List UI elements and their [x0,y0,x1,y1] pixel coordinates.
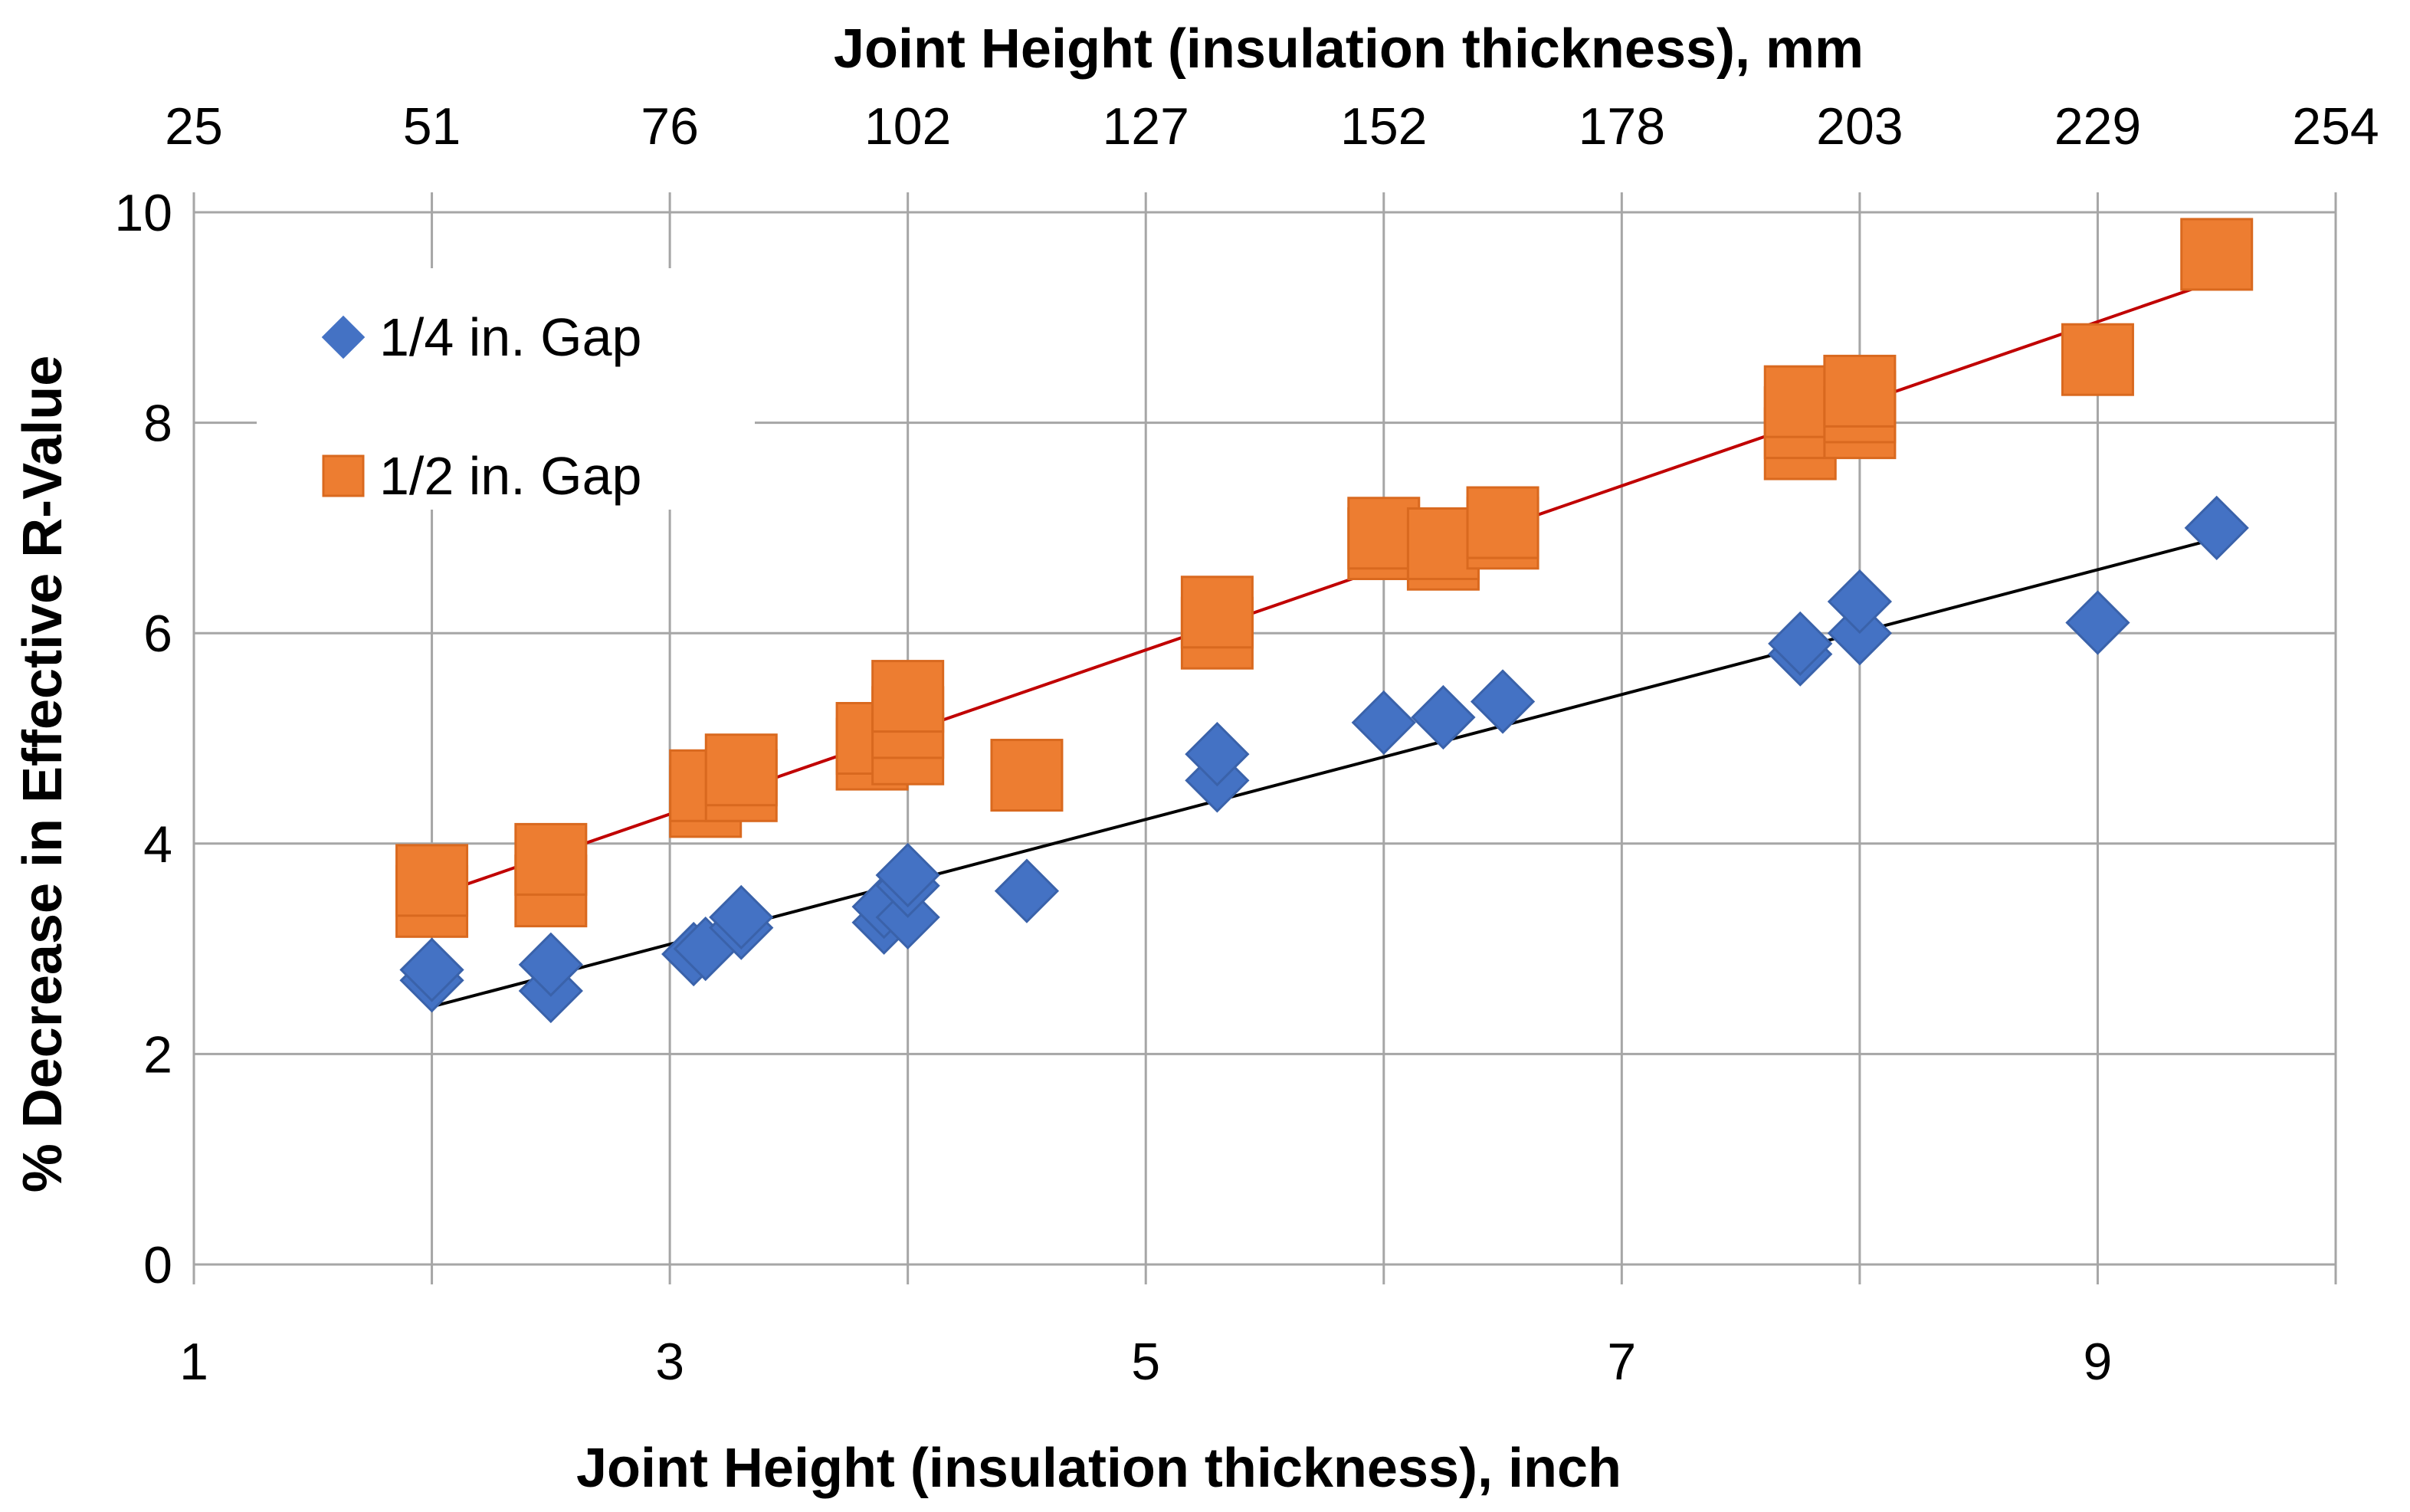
point-half-gap [704,733,778,807]
x2-axis-title: Joint Height (insulation thickness), mm [834,18,1864,80]
point-quarter-gap [875,842,940,908]
y-tick-label: 8 [143,395,172,453]
point-half-gap [990,739,1064,812]
legend: 1/4 in. Gap 1/2 in. Gap [257,268,755,510]
point-half-gap [514,822,588,896]
point-quarter-gap [2065,590,2130,655]
point-quarter-gap [1411,684,1476,750]
y-tick-label: 6 [143,605,172,663]
y-tick-label: 0 [143,1236,172,1294]
x-tick-label: 7 [1607,1333,1636,1391]
x2-tick-label: 76 [641,97,699,156]
y-tick-label: 10 [114,184,172,242]
y-tick-label: 4 [143,815,172,874]
x2-tick-label: 178 [1579,97,1665,156]
point-quarter-gap [1827,569,1893,635]
point-quarter-gap [518,932,583,997]
x-tick-label: 5 [1131,1333,1160,1391]
point-quarter-gap [399,937,464,1002]
point-half-gap [1180,576,1254,649]
point-quarter-gap [1768,611,1833,677]
x2-tick-label: 25 [165,97,223,156]
point-quarter-gap [2184,495,2249,561]
x2-tick-label: 51 [403,97,461,156]
x2-tick-label: 127 [1102,97,1189,156]
point-half-gap [395,844,469,917]
x-tick-label: 1 [179,1333,208,1391]
axes: 0 2 4 6 8 10 25 51 76 102 127 152 178 203 229 254 1 3 5 7 9 [114,97,2379,1391]
y-axis-title: % Decrease in Effective R-Value [12,356,74,1193]
x-tick-label: 9 [2084,1333,2113,1391]
point-half-gap [1466,486,1539,559]
point-quarter-gap [1185,721,1250,787]
legend-label-half-gap: 1/2 in. Gap [379,446,641,506]
x2-tick-label: 203 [1816,97,1903,156]
x-axis-title: Joint Height (insulation thickness), inc… [576,1438,1621,1499]
point-quarter-gap [1351,690,1416,756]
y-tick-label: 2 [143,1025,172,1084]
point-half-gap [1823,354,1897,428]
point-half-gap [2061,323,2134,396]
point-half-gap [2180,218,2254,291]
x2-tick-label: 152 [1340,97,1427,156]
legend-label-quarter-gap: 1/4 in. Gap [379,307,641,367]
x2-tick-label: 229 [2054,97,2141,156]
legend-marker-half-gap [322,454,365,497]
point-quarter-gap [709,884,774,950]
point-quarter-gap [1470,669,1536,734]
x2-tick-label: 254 [2292,97,2379,156]
x-tick-label: 3 [655,1333,684,1391]
data-markers [395,218,2254,1024]
x2-tick-label: 102 [864,97,951,156]
point-half-gap [871,660,945,733]
point-quarter-gap [994,858,1060,923]
